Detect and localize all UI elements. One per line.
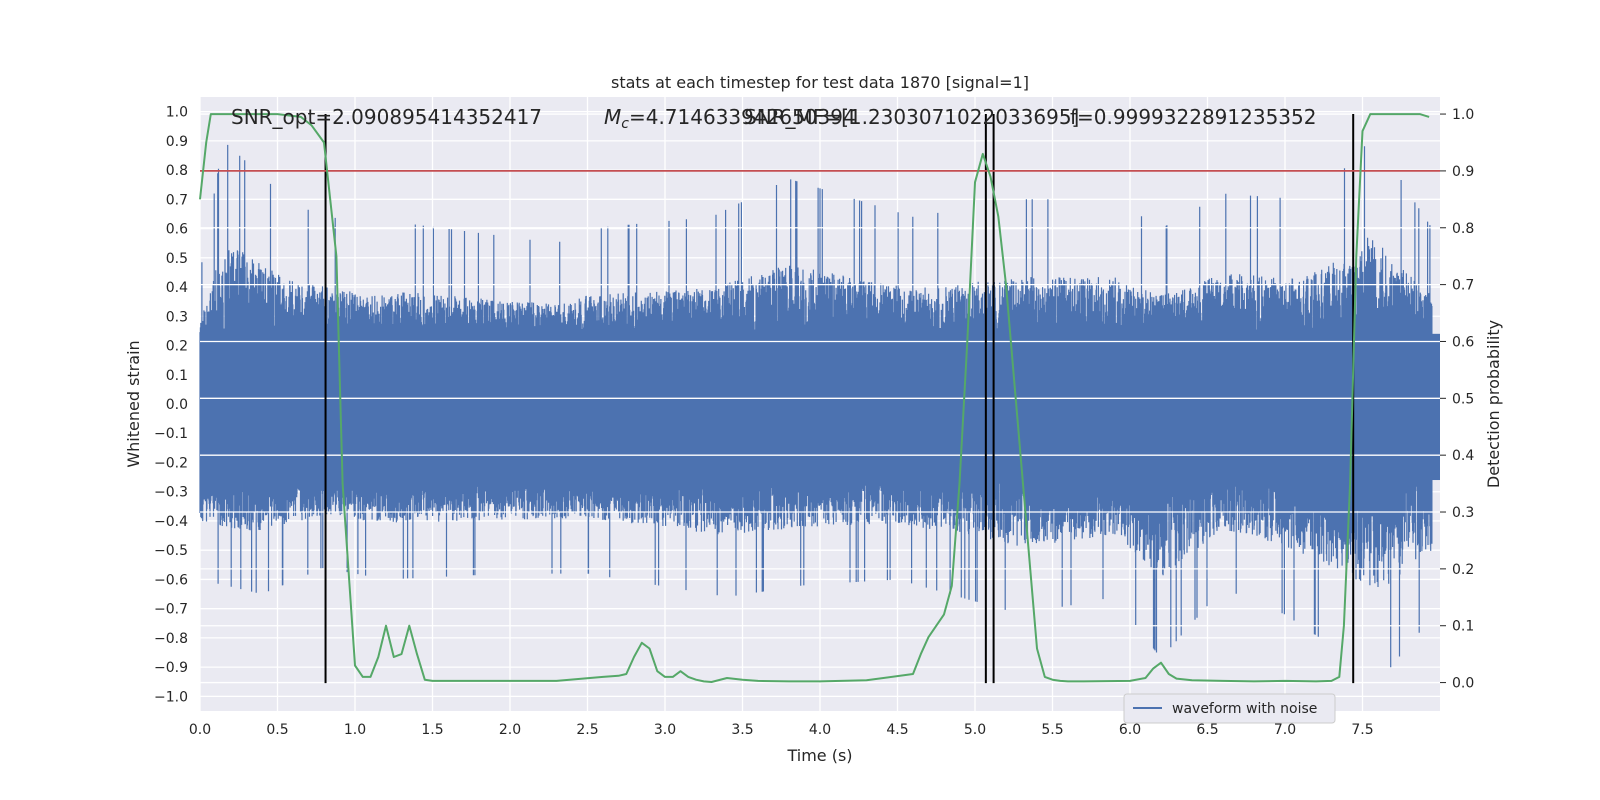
x-tick-label: 1.5 <box>421 722 443 738</box>
y-left-tick-label: 0.5 <box>166 251 188 267</box>
x-tick-label: 2.0 <box>499 722 521 738</box>
x-tick-label: 3.0 <box>654 722 676 738</box>
x-tick-label: 2.5 <box>576 722 598 738</box>
y-right-axis-ticks: 0.0 0.1 0.2 0.3 0.4 0.5 0.6 0.7 0.8 0.9 1.0 <box>1440 107 1474 692</box>
annotation-mc-symbol: M <box>604 105 621 129</box>
y-left-tick-label: 0.8 <box>166 163 188 179</box>
y-right-tick-label: 0.0 <box>1452 676 1474 692</box>
x-tick-label: 4.0 <box>809 722 831 738</box>
y-left-tick-label: 0.4 <box>166 280 188 296</box>
y-left-tick-label: −0.9 <box>154 660 188 676</box>
y-left-tick-label: −0.7 <box>154 602 188 618</box>
detection-probability-line <box>199 113 1430 683</box>
legend-box <box>1123 693 1336 724</box>
x-tick-label: 0.0 <box>189 722 211 738</box>
x-tick-label: 5.5 <box>1041 722 1063 738</box>
grid-right-axis <box>200 113 1440 684</box>
y-right-tick-label: 0.9 <box>1452 164 1474 180</box>
x-tick-label: 7.5 <box>1351 722 1373 738</box>
x-tick-label: 6.0 <box>1119 722 1141 738</box>
y-right-tick-label: 0.8 <box>1452 221 1474 237</box>
y-right-tick-label: 0.6 <box>1452 334 1474 350</box>
y-left-tick-label: 0.0 <box>166 397 188 413</box>
annotation-f: f=0.9999322891235352 <box>1070 105 1316 129</box>
annotation-mc-value: =4.714633942650394 <box>629 105 856 129</box>
y-left-tick-label: −0.4 <box>154 514 188 530</box>
y-left-tick-label: −1.0 <box>154 689 188 705</box>
x-axis-ticks: 0.0 0.5 1.0 1.5 2.0 2.5 3.0 3.5 4.0 4.5 5.0 5.5 6.0 6… <box>189 722 1374 738</box>
annotation-mc-subscript: c <box>621 116 629 132</box>
y-right-tick-label: 0.7 <box>1452 278 1474 294</box>
x-tick-label: 4.5 <box>886 722 908 738</box>
annotation-mc: Mc=4.714633942650394 <box>604 105 856 132</box>
y-left-tick-label: 0.6 <box>166 222 188 238</box>
chart-title: stats at each timestep for test data 187… <box>611 73 1029 92</box>
y-right-tick-label: 0.3 <box>1452 505 1474 521</box>
annotation-snr-opt: SNR_opt=2.090895414352417 <box>231 105 542 129</box>
y-left-tick-label: 0.2 <box>166 339 188 355</box>
y-right-tick-label: 0.2 <box>1452 562 1474 578</box>
y-left-tick-label: −0.3 <box>154 485 188 501</box>
x-tick-label: 7.0 <box>1274 722 1296 738</box>
y-right-tick-label: 0.5 <box>1452 391 1474 407</box>
y-left-tick-label: 0.7 <box>166 192 188 208</box>
y-left-tick-label: −0.6 <box>154 572 188 588</box>
y-left-tick-label: 0.1 <box>166 368 188 384</box>
y-right-tick-label: 1.0 <box>1452 107 1474 123</box>
waveform-noise-band <box>200 333 1440 481</box>
series-detection-probability <box>199 113 1430 683</box>
y-right-axis-label: Detection probability <box>1484 320 1503 488</box>
y-left-axis-ticks: −1.0 −0.9 −0.8 −0.7 −0.6 −0.5 −0.4 −0.3 −0.2 −0.1… <box>154 105 188 706</box>
x-tick-label: 6.5 <box>1196 722 1218 738</box>
y-left-tick-label: −0.8 <box>154 631 188 647</box>
y-left-tick-label: 1.0 <box>166 105 188 121</box>
y-left-tick-label: −0.5 <box>154 543 188 559</box>
y-left-tick-label: −0.1 <box>154 426 188 442</box>
x-tick-label: 5.0 <box>964 722 986 738</box>
y-left-tick-label: −0.2 <box>154 455 188 471</box>
legend-label-waveform: waveform with noise <box>1172 701 1317 717</box>
x-tick-label: 3.5 <box>731 722 753 738</box>
y-left-tick-label: 0.3 <box>166 309 188 325</box>
x-axis-label: Time (s) <box>786 746 852 765</box>
annotation-snr-mf: SNR_MF=[1.2303071022033695] <box>744 105 1079 129</box>
x-tick-label: 0.5 <box>266 722 288 738</box>
x-tick-label: 1.0 <box>344 722 366 738</box>
legend: waveform with noise <box>1123 693 1336 724</box>
y-right-tick-label: 0.4 <box>1452 448 1474 464</box>
y-left-tick-label: 0.9 <box>166 134 188 150</box>
y-right-tick-label: 0.1 <box>1452 619 1474 635</box>
y-left-axis-label: Whitened strain <box>124 340 143 467</box>
